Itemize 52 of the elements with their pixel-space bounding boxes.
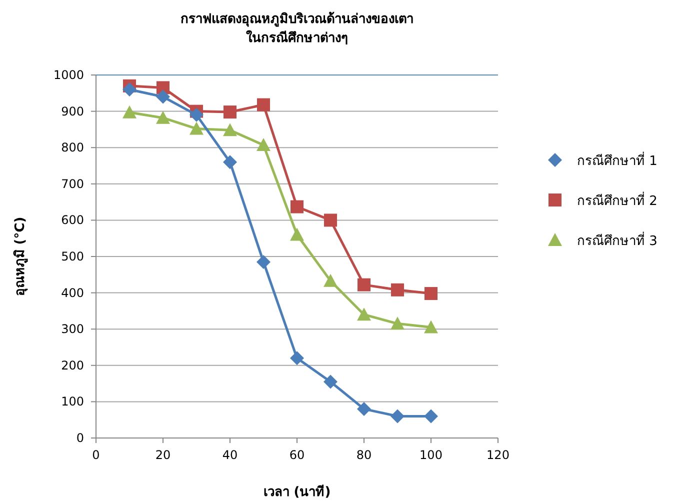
y-tick-label: 100 (61, 394, 84, 409)
chart-subtitle: ในกรณีศึกษาต่างๆ (246, 29, 348, 46)
point (256, 254, 270, 269)
point (122, 105, 136, 118)
chart-title: กราฟแสดงอุณหภูมิบริเวณด้านล่างของเตา (180, 11, 414, 27)
point (190, 122, 204, 135)
point (290, 228, 304, 241)
y-tick-label: 500 (61, 250, 84, 264)
x-axis-title: เวลา (นาที) (263, 484, 331, 500)
point (390, 409, 404, 424)
x-tick-label: 40 (222, 448, 238, 462)
point (324, 274, 338, 287)
legend-label: กรณีศึกษาที่ 2 (577, 192, 658, 209)
y-tick-label: 0 (76, 431, 84, 445)
point (390, 316, 404, 330)
y-tick-label: 200 (61, 358, 84, 372)
x-tick-label: 100 (420, 448, 442, 462)
y-axis-title: อุณหภูมิ (°C) (13, 216, 28, 296)
point (224, 106, 236, 119)
y-tick-label: 400 (61, 286, 84, 300)
point (290, 200, 304, 214)
point (424, 409, 438, 424)
point (391, 283, 404, 296)
point (357, 308, 371, 321)
point (190, 108, 204, 122)
y-tick-label: 1000 (53, 68, 84, 82)
point (424, 287, 438, 300)
legend-label: กรณีศึกษาที่ 1 (577, 152, 658, 169)
point (223, 123, 237, 136)
point (324, 214, 337, 227)
x-tick-label: 20 (155, 448, 171, 462)
y-tick-label: 900 (61, 104, 84, 118)
y-tick-label: 800 (61, 140, 84, 155)
x-tick-label: 60 (289, 448, 305, 462)
x-tick-label: 120 (486, 448, 510, 462)
point (357, 402, 371, 416)
point (122, 82, 136, 97)
point (156, 110, 170, 124)
legend-label: กรณีศึกษาที่ 3 (577, 232, 658, 249)
point (223, 155, 237, 170)
point (257, 98, 270, 112)
y-tick-label: 300 (61, 322, 84, 336)
point (358, 278, 370, 292)
point (290, 351, 304, 366)
point (324, 374, 338, 389)
x-tick-label: 80 (356, 448, 372, 462)
point (424, 320, 438, 334)
x-tick-label: 0 (92, 448, 100, 462)
y-tick-label: 700 (61, 176, 84, 191)
point (256, 138, 270, 152)
point (156, 90, 170, 104)
y-tick-label: 600 (61, 213, 84, 228)
